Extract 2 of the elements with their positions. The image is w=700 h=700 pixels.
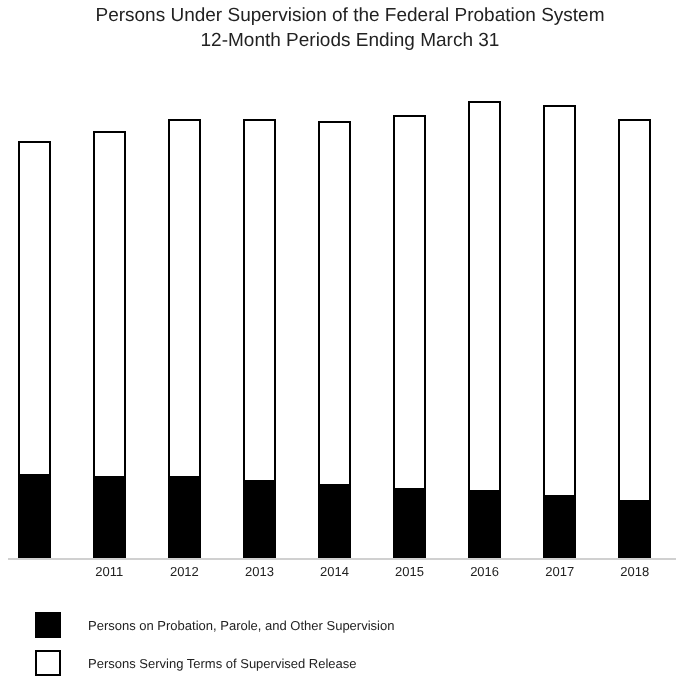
chart-subtitle: 12-Month Periods Ending March 31 bbox=[200, 29, 500, 52]
chart-title: Persons Under Supervision of the Federal Probation System bbox=[95, 5, 605, 27]
